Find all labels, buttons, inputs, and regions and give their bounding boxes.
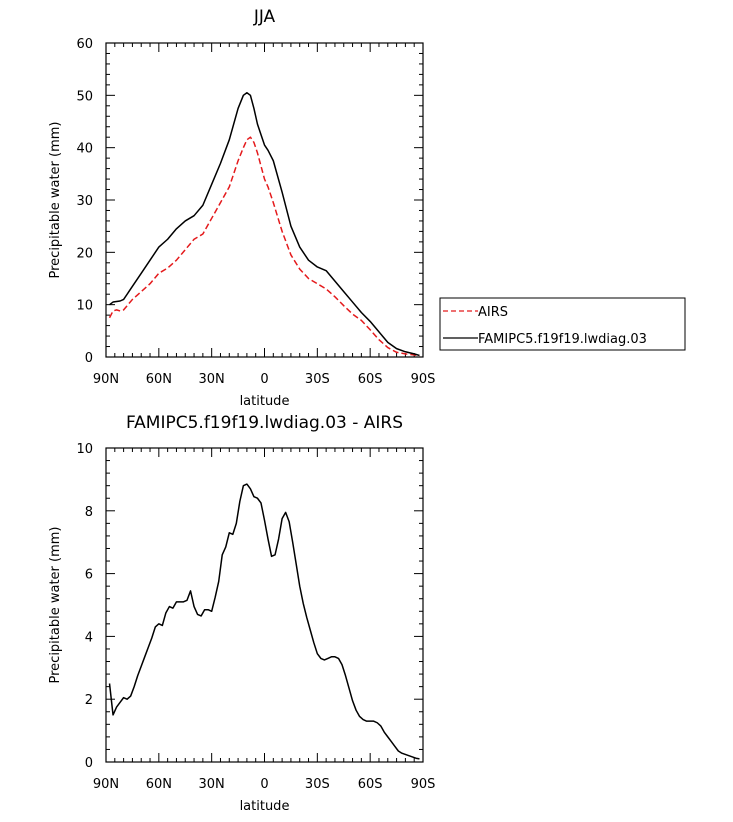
top-tick-marks xyxy=(105,42,424,358)
y-tick-label: 0 xyxy=(85,756,93,771)
bottom-chart-title: FAMIPC5.f19f19.lwdiag.03 - AIRS xyxy=(126,413,403,433)
legend-label-model: FAMIPC5.f19f19.lwdiag.03 xyxy=(478,332,647,347)
bottom-panel: FAMIPC5.f19f19.lwdiag.03 - AIRS 0246810 … xyxy=(48,413,435,814)
bottom-y-tick-labels: 0 2 4 6 8 10 xyxy=(76,442,93,771)
x-tick-label: 60S xyxy=(358,777,383,792)
bottom-y-axis-label: Precipitable water (mm) xyxy=(48,527,63,684)
x-tick-label: 90S xyxy=(411,372,436,387)
bottom-plot-frame xyxy=(105,447,424,763)
bottom-series-lines xyxy=(108,483,420,760)
series-line-famipc5-f19f19-lwdiag-03-airs xyxy=(108,483,420,760)
y-tick-label: 0 xyxy=(85,351,93,366)
bottom-tick-marks xyxy=(105,447,424,763)
x-tick-label: 90N xyxy=(93,777,119,792)
x-tick-label: 90S xyxy=(411,777,436,792)
series-line-airs xyxy=(108,136,420,357)
legend-label-airs: AIRS xyxy=(478,305,508,320)
x-tick-label: 30S xyxy=(305,372,330,387)
top-y-axis-label: Precipitable water (mm) xyxy=(48,122,63,279)
y-tick-label: 50 xyxy=(76,89,93,104)
x-tick-label: 60N xyxy=(146,372,172,387)
y-tick-label: 2 xyxy=(85,693,93,708)
x-tick-label: 60N xyxy=(146,777,172,792)
x-tick-label: 30N xyxy=(199,372,225,387)
bottom-x-tick-labels: 90N 60N 30N 0 30S 60S 90S xyxy=(93,777,436,792)
series-line-famipc5-f19f19-lwdiag-03 xyxy=(109,91,420,357)
y-tick-label: 10 xyxy=(76,299,93,314)
y-tick-label: 8 xyxy=(85,505,93,520)
legend-box xyxy=(439,297,686,351)
y-tick-label: 6 xyxy=(85,568,93,583)
top-x-tick-labels: 90N 60N 30N 0 30S 60S 90S xyxy=(93,372,436,387)
y-tick-label: 10 xyxy=(76,442,93,457)
x-tick-label: 60S xyxy=(358,372,383,387)
top-panel: JJA 0 10 20 30 40 50 60 90N 60N 30N 0 30S 60S 90S la… xyxy=(48,7,435,409)
top-plot-frame xyxy=(105,42,424,358)
x-tick-label: 0 xyxy=(260,777,268,792)
top-x-axis-label: latitude xyxy=(240,394,290,409)
x-tick-label: 30S xyxy=(305,777,330,792)
top-y-tick-labels: 0 10 20 30 40 50 60 xyxy=(76,37,93,366)
y-tick-label: 40 xyxy=(76,142,93,157)
legend: AIRS FAMIPC5.f19f19.lwdiag.03 xyxy=(439,297,686,351)
top-chart-title: JJA xyxy=(253,7,276,27)
top-series-lines xyxy=(108,91,420,357)
y-tick-label: 4 xyxy=(85,630,93,645)
x-tick-label: 30N xyxy=(199,777,225,792)
y-tick-label: 30 xyxy=(76,194,93,209)
x-tick-label: 0 xyxy=(260,372,268,387)
x-tick-label: 90N xyxy=(93,372,119,387)
y-tick-label: 60 xyxy=(76,37,93,52)
y-tick-label: 20 xyxy=(76,246,93,261)
bottom-x-axis-label: latitude xyxy=(240,799,290,814)
